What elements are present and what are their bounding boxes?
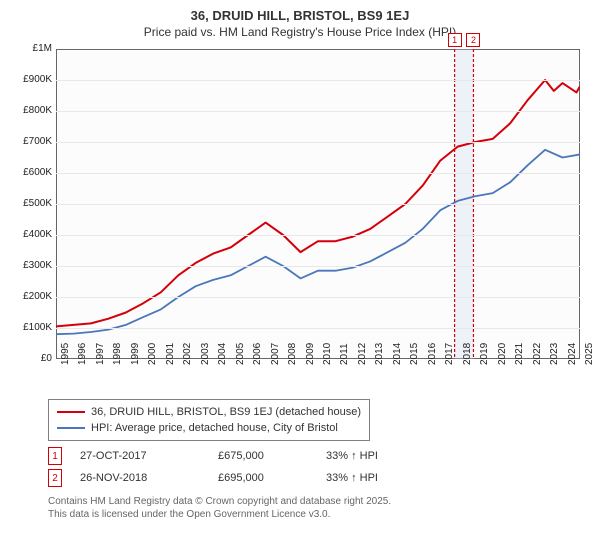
x-axis-tick: 1996 — [77, 343, 88, 365]
page-subtitle: Price paid vs. HM Land Registry's House … — [12, 25, 588, 39]
x-axis-tick: 2008 — [287, 343, 298, 365]
x-axis-tick: 1995 — [60, 343, 71, 365]
sale-row: 1 27-OCT-2017 £675,000 33% ↑ HPI — [48, 447, 588, 465]
line-chart: £0 £100K £200K £300K £400K £500K £600K £700K £80… — [20, 49, 580, 399]
x-axis-tick: 2010 — [322, 343, 333, 365]
x-axis-tick: 2017 — [444, 343, 455, 365]
legend: 36, DRUID HILL, BRISTOL, BS9 1EJ (detach… — [48, 399, 370, 441]
x-axis-tick: 2012 — [357, 343, 368, 365]
sale-marker-icon: 1 — [48, 447, 62, 465]
x-axis-tick: 2023 — [549, 343, 560, 365]
sale-row: 2 26-NOV-2018 £695,000 33% ↑ HPI — [48, 469, 588, 487]
sale-date: 27-OCT-2017 — [80, 450, 200, 462]
x-axis-tick: 2003 — [200, 343, 211, 365]
sale-price: £695,000 — [218, 472, 308, 484]
footer-line-2: This data is licensed under the Open Gov… — [48, 508, 588, 521]
x-axis-tick: 2024 — [567, 343, 578, 365]
x-axis-tick: 2007 — [270, 343, 281, 365]
y-axis-tick: £500K — [20, 198, 52, 209]
footer-attribution: Contains HM Land Registry data © Crown c… — [48, 495, 588, 521]
x-axis-tick: 2018 — [462, 343, 473, 365]
x-axis-tick: 1999 — [130, 343, 141, 365]
x-axis-tick: 2021 — [514, 343, 525, 365]
x-axis-tick: 2011 — [339, 343, 350, 365]
y-axis-tick: £700K — [20, 136, 52, 147]
legend-label: 36, DRUID HILL, BRISTOL, BS9 1EJ (detach… — [91, 404, 361, 420]
y-axis-tick: £800K — [20, 105, 52, 116]
x-axis-tick: 2006 — [252, 343, 263, 365]
chart-marker: 2 — [466, 33, 480, 47]
x-axis-tick: 1997 — [95, 343, 106, 365]
legend-item: 36, DRUID HILL, BRISTOL, BS9 1EJ (detach… — [57, 404, 361, 420]
footer-line-1: Contains HM Land Registry data © Crown c… — [48, 495, 588, 508]
page-title: 36, DRUID HILL, BRISTOL, BS9 1EJ — [12, 8, 588, 23]
y-axis-tick: £300K — [20, 260, 52, 271]
legend-label: HPI: Average price, detached house, City… — [91, 420, 338, 436]
sale-events: 1 27-OCT-2017 £675,000 33% ↑ HPI 2 26-NOV-201… — [48, 447, 588, 487]
x-axis-tick: 2009 — [305, 343, 316, 365]
x-axis-tick: 2020 — [497, 343, 508, 365]
chart-marker: 1 — [448, 33, 462, 47]
x-axis-tick: 1998 — [112, 343, 123, 365]
x-axis-tick: 2022 — [532, 343, 543, 365]
sale-marker-icon: 2 — [48, 469, 62, 487]
legend-swatch — [57, 427, 85, 429]
y-axis-tick: £400K — [20, 229, 52, 240]
x-axis-tick: 2001 — [165, 343, 176, 365]
y-axis-tick: £200K — [20, 291, 52, 302]
sale-date: 26-NOV-2018 — [80, 472, 200, 484]
x-axis-tick: 2005 — [235, 343, 246, 365]
y-axis-tick: £1M — [20, 43, 52, 54]
x-axis-tick: 2000 — [147, 343, 158, 365]
y-axis-tick: £900K — [20, 74, 52, 85]
x-axis-tick: 2019 — [479, 343, 490, 365]
legend-item: HPI: Average price, detached house, City… — [57, 420, 361, 436]
sale-hpi-delta: 33% ↑ HPI — [326, 450, 378, 462]
x-axis-tick: 2002 — [182, 343, 193, 365]
y-axis-tick: £100K — [20, 322, 52, 333]
x-axis-tick: 2013 — [374, 343, 385, 365]
x-axis-tick: 2025 — [584, 343, 595, 365]
x-axis-tick: 2016 — [427, 343, 438, 365]
x-axis-tick: 2014 — [392, 343, 403, 365]
y-axis-tick: £600K — [20, 167, 52, 178]
x-axis-tick: 2004 — [217, 343, 228, 365]
x-axis-tick: 2015 — [409, 343, 420, 365]
sale-price: £675,000 — [218, 450, 308, 462]
legend-swatch — [57, 411, 85, 413]
sale-hpi-delta: 33% ↑ HPI — [326, 472, 378, 484]
y-axis-tick: £0 — [20, 353, 52, 364]
